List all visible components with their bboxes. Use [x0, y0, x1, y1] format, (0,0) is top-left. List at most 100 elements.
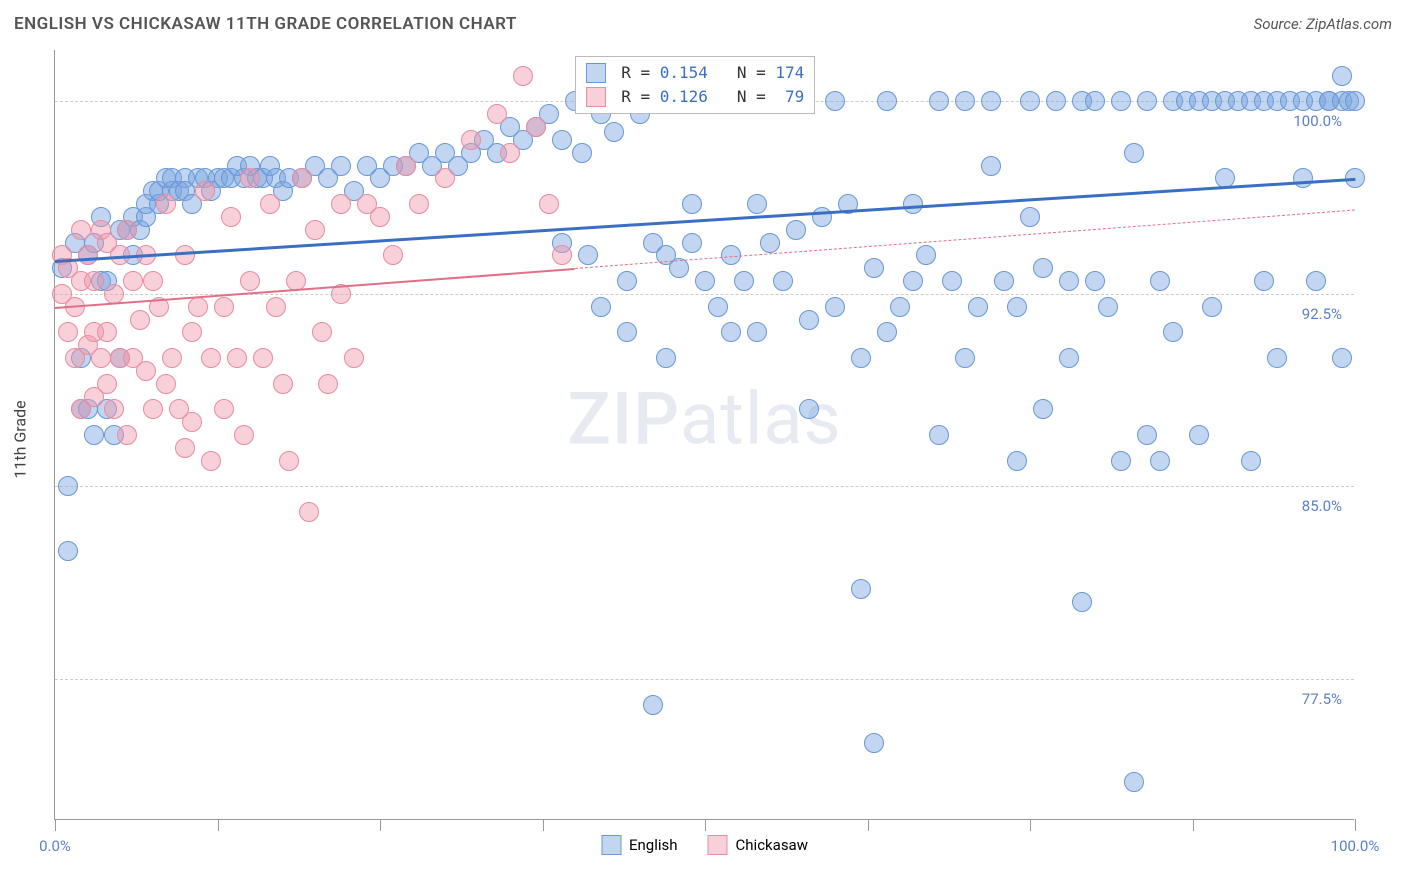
scatter-point [214, 297, 234, 317]
scatter-point [344, 348, 364, 368]
scatter-point [994, 271, 1014, 291]
scatter-point [156, 374, 176, 394]
scatter-point [578, 245, 598, 265]
legend-stats-row: R = 0.154 N = 174 [586, 61, 805, 85]
legend-series-item: English [601, 835, 678, 855]
scatter-point [58, 322, 78, 342]
scatter-point [1254, 271, 1274, 291]
scatter-point [370, 207, 390, 227]
scatter-point [104, 284, 124, 304]
scatter-point [1267, 348, 1287, 368]
scatter-point [234, 425, 254, 445]
scatter-point [786, 220, 806, 240]
scatter-point [747, 322, 767, 342]
scatter-point [240, 271, 260, 291]
chart-title: ENGLISH VS CHICKASAW 11TH GRADE CORRELAT… [14, 14, 517, 34]
plot-area: ZIPatlas 77.5%85.0%92.5%100.0%0.0%100.0%… [54, 50, 1354, 820]
scatter-point [539, 194, 559, 214]
scatter-point [84, 271, 104, 291]
scatter-point [195, 181, 215, 201]
scatter-point [292, 168, 312, 188]
y-tick-label: 92.5% [1302, 305, 1342, 323]
scatter-point [864, 733, 884, 753]
x-tick [868, 819, 869, 831]
scatter-point [1150, 271, 1170, 291]
source-label: Source: ZipAtlas.com [1254, 15, 1392, 33]
scatter-point [643, 695, 663, 715]
scatter-point [221, 207, 241, 227]
scatter-point [903, 271, 923, 291]
scatter-point [617, 271, 637, 291]
scatter-point [188, 297, 208, 317]
scatter-point [312, 322, 332, 342]
legend-swatch [708, 835, 728, 855]
scatter-point [143, 271, 163, 291]
watermark-zip: ZIP [567, 377, 680, 462]
scatter-point [1085, 271, 1105, 291]
scatter-point [143, 399, 163, 419]
y-tick-label: 77.5% [1302, 690, 1342, 708]
x-tick [705, 819, 706, 831]
scatter-point [318, 374, 338, 394]
scatter-point [851, 579, 871, 599]
scatter-point [1306, 271, 1326, 291]
scatter-point [84, 425, 104, 445]
legend-swatch [586, 63, 606, 83]
scatter-point [1189, 425, 1209, 445]
legend-stats-row: R = 0.126 N = 79 [586, 85, 805, 109]
scatter-point [1085, 91, 1105, 111]
scatter-point [1332, 66, 1352, 86]
scatter-point [572, 143, 592, 163]
x-tick-label: 0.0% [39, 837, 71, 855]
scatter-point [981, 91, 1001, 111]
scatter-point [1137, 425, 1157, 445]
scatter-point [1072, 592, 1092, 612]
scatter-point [1007, 297, 1027, 317]
x-tick-label: 100.0% [1331, 837, 1380, 855]
scatter-point [500, 143, 520, 163]
scatter-point [695, 271, 715, 291]
scatter-point [773, 271, 793, 291]
scatter-point [383, 245, 403, 265]
scatter-point [97, 374, 117, 394]
scatter-point [981, 156, 1001, 176]
scatter-point [591, 297, 611, 317]
scatter-point [266, 297, 286, 317]
scatter-point [1007, 451, 1027, 471]
scatter-point [929, 425, 949, 445]
x-tick [55, 819, 56, 831]
scatter-point [240, 168, 260, 188]
scatter-point [130, 310, 150, 330]
scatter-point [117, 425, 137, 445]
scatter-point [513, 66, 533, 86]
scatter-point [890, 297, 910, 317]
scatter-point [175, 438, 195, 458]
scatter-point [182, 412, 202, 432]
scatter-point [903, 194, 923, 214]
scatter-point [708, 297, 728, 317]
scatter-point [656, 348, 676, 368]
scatter-point [851, 348, 871, 368]
scatter-point [682, 233, 702, 253]
scatter-point [104, 399, 124, 419]
scatter-point [227, 348, 247, 368]
scatter-point [552, 245, 572, 265]
y-axis-title: 11th Grade [11, 400, 30, 478]
scatter-point [682, 194, 702, 214]
scatter-point [1020, 207, 1040, 227]
scatter-point [273, 374, 293, 394]
x-tick [218, 819, 219, 831]
scatter-point [812, 207, 832, 227]
scatter-point [123, 271, 143, 291]
legend-stats-text: R = 0.154 N = 174 [612, 61, 805, 85]
scatter-point [117, 220, 137, 240]
scatter-point [305, 220, 325, 240]
watermark-atlas: atlas [680, 377, 842, 462]
scatter-point [1345, 91, 1365, 111]
scatter-point [825, 91, 845, 111]
scatter-point [435, 168, 455, 188]
scatter-point [409, 194, 429, 214]
scatter-point [91, 348, 111, 368]
scatter-point [1111, 91, 1131, 111]
y-tick-label: 85.0% [1302, 497, 1342, 515]
